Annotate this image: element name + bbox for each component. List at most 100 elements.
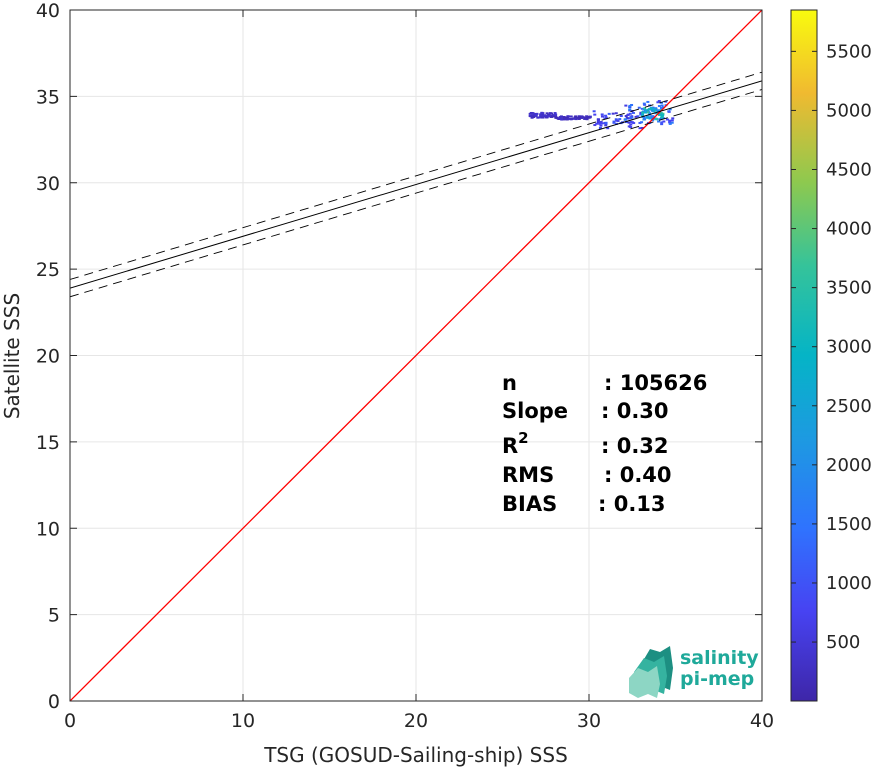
density-cell: [599, 124, 603, 127]
stat-value-slope: : 0.30: [601, 399, 669, 423]
density-cell: [630, 116, 634, 119]
density-cell: [657, 105, 661, 108]
density-cluster-0: [528, 111, 558, 119]
density-cell: [612, 120, 616, 123]
density-cell: [585, 117, 589, 120]
colorbar-tick-label-0: 500: [826, 632, 860, 653]
density-cell: [623, 118, 627, 121]
density-cell: [595, 122, 599, 125]
density-cell: [544, 114, 548, 117]
colorbar-tick-label-1: 1000: [826, 573, 872, 594]
density-cell: [659, 112, 663, 115]
x-tick-label-3: 30: [577, 710, 601, 732]
density-cell: [650, 109, 654, 112]
colorbar-tick-label-2: 1500: [826, 514, 872, 535]
density-cell: [614, 122, 618, 125]
density-cell: [547, 115, 551, 118]
density-cell: [659, 106, 663, 109]
density-cell: [652, 107, 656, 110]
logo-wave-front: [629, 666, 660, 698]
density-cell: [530, 116, 534, 119]
density-cell: [660, 121, 664, 124]
x-axis-label: TSG (GOSUD-Sailing-ship) SSS: [263, 743, 568, 767]
regression-upper-bound: [70, 71, 762, 280]
density-cell: [619, 115, 623, 118]
density-cell: [648, 112, 652, 115]
stat-label-r2-base: R: [502, 434, 518, 458]
density-cell: [670, 121, 674, 124]
density-cell: [657, 120, 661, 123]
density-cell: [593, 113, 597, 116]
density-cell: [659, 117, 663, 120]
identity-line: [70, 10, 762, 701]
y-tick-label-7: 35: [36, 86, 60, 108]
density-cell: [588, 115, 592, 118]
density-cell: [640, 107, 644, 110]
y-tick-label-3: 15: [36, 432, 60, 454]
density-cell: [554, 113, 558, 116]
density-cell: [634, 115, 638, 118]
density-cluster-4: [641, 106, 665, 121]
density-cell: [628, 106, 632, 109]
density-cell: [660, 115, 664, 118]
density-cell: [574, 117, 578, 120]
density-cell: [654, 112, 658, 115]
density-cell: [628, 108, 632, 111]
density-cell: [660, 123, 664, 126]
x-tick-label-4: 40: [750, 710, 774, 732]
stat-value-bias: : 0.13: [598, 492, 666, 516]
density-cell: [607, 112, 611, 115]
density-cell: [541, 116, 545, 119]
density-cell: [668, 121, 672, 124]
density-cell: [577, 117, 581, 120]
density-cell: [628, 109, 632, 112]
density-cell: [604, 124, 608, 127]
density-cell: [641, 110, 645, 113]
density-cell: [587, 116, 591, 119]
density-cell: [576, 117, 580, 120]
density-cell: [580, 115, 584, 118]
density-cell: [612, 121, 616, 124]
regression-line: [70, 80, 762, 289]
density-cell: [661, 116, 665, 119]
density-cell: [565, 117, 569, 120]
density-cell: [640, 121, 644, 124]
y-tick-label-8: 40: [36, 0, 60, 22]
density-cell: [650, 115, 654, 118]
colorbar-tick-label-7: 4000: [826, 219, 872, 240]
regression-lower-bound: [70, 89, 762, 298]
density-cell: [662, 120, 666, 123]
density-cell: [568, 115, 572, 118]
density-cell: [553, 115, 557, 118]
density-cell: [614, 112, 618, 115]
density-cell: [554, 116, 558, 119]
density-cell: [643, 107, 647, 110]
density-cell: [565, 116, 569, 119]
density-cell: [627, 121, 631, 124]
density-cell: [657, 113, 661, 116]
density-cell: [604, 123, 608, 126]
density-cell: [560, 118, 564, 121]
salinity-pi-mep-logo: salinity pi-mep: [629, 646, 759, 698]
density-cell: [599, 120, 603, 123]
density-cell: [553, 112, 557, 115]
colorbar-tick-label-4: 2500: [826, 396, 872, 417]
colorbar-tick-label-8: 4500: [826, 159, 872, 180]
density-cell: [629, 120, 633, 123]
density-cell: [660, 101, 664, 104]
density-cell: [642, 102, 646, 105]
density-cell: [661, 114, 665, 117]
density-cell: [551, 115, 555, 118]
density-cell: [600, 122, 604, 125]
density-cell: [585, 115, 589, 118]
stat-value-n: : 105626: [604, 371, 707, 395]
density-cell: [642, 117, 646, 120]
density-cell: [670, 119, 674, 122]
x-tick-label-1: 10: [231, 710, 255, 732]
density-cell: [624, 115, 628, 118]
density-cell: [637, 106, 641, 109]
density-cell: [598, 122, 602, 125]
density-cell: [570, 118, 574, 121]
axis-ticks: 0 10 20 30 40 0 5 10 15 20 25 30 35 40: [36, 0, 774, 732]
density-cell: [626, 113, 630, 116]
